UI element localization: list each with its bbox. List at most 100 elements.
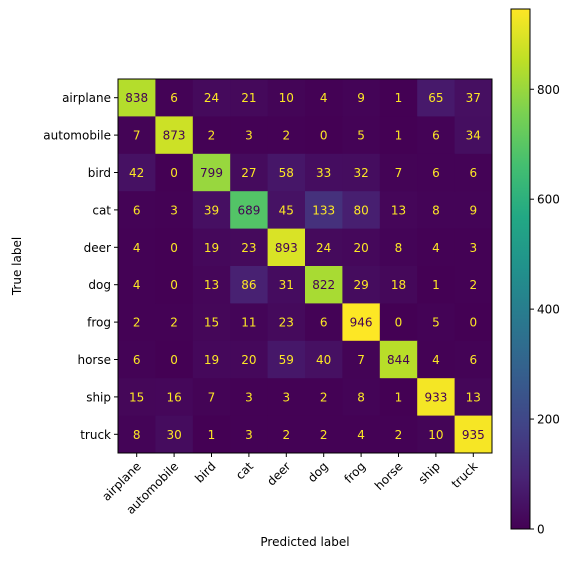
heatmap-cell bbox=[417, 266, 456, 304]
cell-value-label: 4 bbox=[357, 428, 365, 442]
heatmap-cell bbox=[192, 266, 231, 304]
cell-value-label: 30 bbox=[166, 428, 181, 442]
heatmap-cell bbox=[417, 153, 456, 192]
heatmap-cell bbox=[342, 191, 381, 230]
heatmap-cell bbox=[230, 378, 269, 417]
y-tick-label: frog bbox=[87, 316, 111, 330]
heatmap-cell bbox=[379, 303, 418, 342]
cell-value-label: 4 bbox=[432, 353, 440, 367]
heatmap-cell bbox=[454, 266, 493, 304]
cell-value-label: 844 bbox=[387, 353, 410, 367]
heatmap-cell bbox=[305, 266, 343, 304]
y-tick-label: automobile bbox=[43, 129, 111, 143]
cell-value-label: 0 bbox=[320, 129, 328, 143]
cell-value-label: 5 bbox=[432, 316, 440, 330]
y-tick-label: cat bbox=[92, 203, 111, 217]
cell-value-label: 799 bbox=[200, 166, 223, 180]
cell-value-label: 13 bbox=[466, 390, 481, 404]
cell-value-label: 42 bbox=[129, 166, 144, 180]
heatmap-cell bbox=[118, 191, 156, 230]
cell-value-label: 1 bbox=[395, 91, 403, 105]
colorbar-tick-label: 0 bbox=[537, 523, 545, 537]
heatmap-cell bbox=[192, 378, 231, 417]
cell-value-label: 21 bbox=[241, 91, 256, 105]
heatmap-cell bbox=[118, 303, 156, 342]
heatmap-cell bbox=[454, 228, 493, 267]
heatmap-cell bbox=[342, 415, 381, 454]
cell-value-label: 10 bbox=[428, 428, 443, 442]
cell-value-label: 19 bbox=[204, 353, 219, 367]
y-tick-label: airplane bbox=[62, 91, 111, 105]
colorbar-tick-label: 600 bbox=[537, 193, 560, 207]
heatmap-cell bbox=[454, 191, 493, 230]
cell-value-label: 6 bbox=[133, 203, 141, 217]
heatmap-cell bbox=[230, 303, 269, 342]
heatmap-cell bbox=[267, 116, 306, 155]
heatmap-cell bbox=[155, 378, 194, 417]
y-tick-label: ship bbox=[86, 390, 111, 404]
cell-value-label: 3 bbox=[245, 428, 253, 442]
colorbar-gradient bbox=[510, 8, 531, 530]
heatmap-cell bbox=[454, 153, 493, 192]
cell-value-label: 893 bbox=[275, 241, 298, 255]
cell-value-label: 19 bbox=[204, 241, 219, 255]
x-tick-label: ship bbox=[416, 459, 443, 486]
heatmap-cell bbox=[192, 116, 231, 155]
x-tick-label: bird bbox=[192, 459, 218, 485]
heatmap-cell bbox=[118, 228, 156, 267]
heatmap-cell bbox=[417, 303, 456, 342]
cell-value-label: 34 bbox=[466, 129, 481, 143]
cell-value-label: 18 bbox=[391, 278, 406, 292]
colorbar-tick-label: 800 bbox=[537, 83, 560, 97]
y-tick-label: horse bbox=[77, 353, 111, 367]
heatmap-cell bbox=[118, 266, 156, 304]
cell-value-label: 13 bbox=[391, 203, 406, 217]
cell-value-label: 6 bbox=[432, 129, 440, 143]
cell-value-label: 3 bbox=[282, 390, 290, 404]
cell-value-label: 8 bbox=[133, 428, 141, 442]
heatmap-cell bbox=[192, 340, 231, 379]
x-tick-label: dog bbox=[305, 459, 331, 485]
heatmap-cell bbox=[118, 79, 156, 117]
cell-value-label: 6 bbox=[170, 91, 178, 105]
cell-value-label: 0 bbox=[170, 278, 178, 292]
cell-value-label: 7 bbox=[395, 166, 403, 180]
heatmap-cell bbox=[417, 79, 456, 117]
cell-value-label: 2 bbox=[320, 390, 328, 404]
colorbar: 0 200 400 600 800 bbox=[510, 8, 560, 537]
heatmap-cell bbox=[192, 228, 231, 267]
heatmap-cell bbox=[192, 153, 231, 192]
y-tick-label: dog bbox=[88, 278, 111, 292]
heatmap-cell bbox=[267, 415, 306, 454]
heatmap-cell bbox=[417, 378, 456, 417]
colorbar-tick-label: 200 bbox=[537, 413, 560, 427]
heatmap-cell bbox=[379, 378, 418, 417]
cell-value-label: 80 bbox=[353, 203, 368, 217]
cell-value-label: 20 bbox=[241, 353, 256, 367]
cell-value-label: 7 bbox=[208, 390, 216, 404]
cell-value-label: 15 bbox=[129, 390, 144, 404]
heatmap-cell bbox=[454, 415, 493, 454]
cell-value-label: 23 bbox=[279, 316, 294, 330]
cell-value-label: 1 bbox=[395, 390, 403, 404]
heatmap-cell bbox=[379, 79, 418, 117]
heatmap-cell bbox=[155, 303, 194, 342]
heatmap-cell bbox=[192, 79, 231, 117]
y-tick-label: deer bbox=[84, 241, 111, 255]
heatmap-cell bbox=[230, 116, 269, 155]
cell-value-label: 935 bbox=[462, 428, 485, 442]
heatmap-cell bbox=[267, 79, 306, 117]
heatmap-cell bbox=[454, 378, 493, 417]
cell-value-label: 873 bbox=[163, 129, 186, 143]
heatmap-cell bbox=[342, 153, 381, 192]
heatmap-cell bbox=[417, 415, 456, 454]
heatmap-cell bbox=[342, 266, 381, 304]
cell-value-label: 1 bbox=[432, 278, 440, 292]
heatmap-cell bbox=[192, 415, 231, 454]
heatmap-cell bbox=[230, 415, 269, 454]
cell-value-label: 23 bbox=[241, 241, 256, 255]
heatmap-cell bbox=[305, 153, 343, 192]
cell-value-label: 4 bbox=[432, 241, 440, 255]
